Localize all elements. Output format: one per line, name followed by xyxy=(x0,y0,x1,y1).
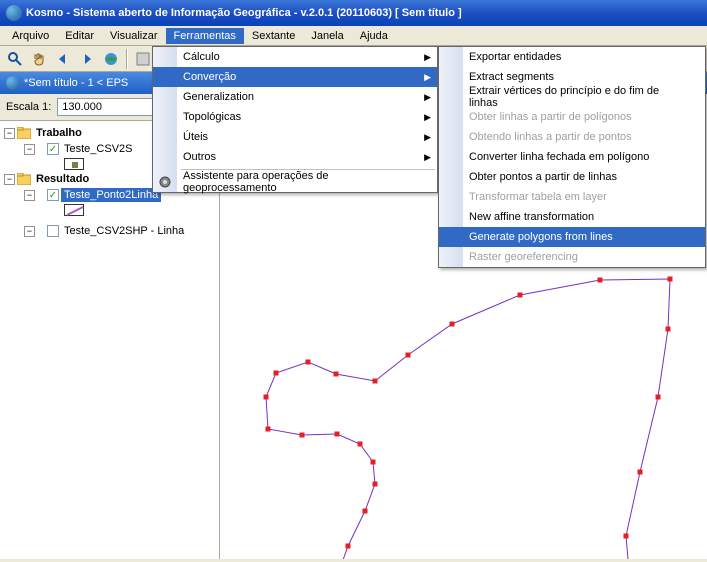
tree-label[interactable]: Teste_Ponto2Linha xyxy=(61,188,161,202)
submenu-item-converter-linha-fechada-em-pol-gono[interactable]: Converter linha fechada em polígono xyxy=(439,147,705,167)
tree-label[interactable]: Trabalho xyxy=(33,126,85,140)
checkbox[interactable]: ✓ xyxy=(47,143,59,155)
collapse-icon[interactable]: − xyxy=(24,144,35,155)
menu-arquivo[interactable]: Arquivo xyxy=(4,28,57,44)
tree-layer-csv2shp[interactable]: − Teste_CSV2SHP - Linha xyxy=(4,223,215,239)
menu-sextante[interactable]: Sextante xyxy=(244,28,303,44)
globe-icon xyxy=(6,76,20,90)
tree-legend-line xyxy=(4,203,215,217)
gear-icon xyxy=(157,174,173,190)
scale-label: Escala 1: xyxy=(6,101,51,113)
checkbox[interactable] xyxy=(47,225,59,237)
submenu-item-extrair-v-rtices-do-princ-pio-e-do-fim-de-linhas[interactable]: Extrair vértices do princípio e do fim d… xyxy=(439,87,705,107)
collapse-icon[interactable]: − xyxy=(4,174,15,185)
tool-arrow-left[interactable] xyxy=(52,48,74,70)
folder-icon xyxy=(17,127,31,139)
tool-magnifier[interactable] xyxy=(4,48,26,70)
menu-item-conver-o[interactable]: Converção▶ xyxy=(153,67,437,87)
menu-ajuda[interactable]: Ajuda xyxy=(352,28,396,44)
folder-icon xyxy=(17,173,31,185)
menu-item-geoprocessing-wizard[interactable]: Assistente para operações de geoprocessa… xyxy=(153,172,437,192)
tool-globe[interactable] xyxy=(100,48,122,70)
menu-janela[interactable]: Janela xyxy=(303,28,351,44)
menu-item--teis[interactable]: Úteis▶ xyxy=(153,127,437,147)
checkbox[interactable]: ✓ xyxy=(47,189,59,201)
submenu-item-obtendo-linhas-a-partir-de-pontos: Obtendo linhas a partir de pontos xyxy=(439,127,705,147)
collapse-icon[interactable]: − xyxy=(4,128,15,139)
tool-arrow-right[interactable] xyxy=(76,48,98,70)
sub-window-title: *Sem título - 1 < EPS xyxy=(24,77,128,89)
app-icon xyxy=(6,5,22,21)
menu-item-c-lculo[interactable]: Cálculo▶ xyxy=(153,47,437,67)
window-title: Kosmo - Sistema aberto de Informação Geo… xyxy=(26,7,701,19)
submenu-item-obter-pontos-a-partir-de-linhas[interactable]: Obter pontos a partir de linhas xyxy=(439,167,705,187)
tree-label[interactable]: Teste_CSV2SHP - Linha xyxy=(61,224,187,238)
menu-item-generalization[interactable]: Generalization▶ xyxy=(153,87,437,107)
submenu-item-new-affine-transformation[interactable]: New affine transformation xyxy=(439,207,705,227)
legend-swatch xyxy=(64,204,84,216)
collapse-icon[interactable]: − xyxy=(24,226,35,237)
menu-item-topol-gicas[interactable]: Topológicas▶ xyxy=(153,107,437,127)
legend-swatch xyxy=(64,158,84,170)
tree-label[interactable]: Teste_CSV2S xyxy=(61,142,135,156)
tool-hand[interactable] xyxy=(28,48,50,70)
menu-ferramentas[interactable]: Ferramentas xyxy=(166,28,244,44)
menu-convercao-submenu: Exportar entidadesExtract segmentsExtrai… xyxy=(438,46,706,268)
submenu-item-transformar-tabela-em-layer: Transformar tabela em layer xyxy=(439,187,705,207)
submenu-item-obter-linhas-a-partir-de-pol-gonos: Obter linhas a partir de polígonos xyxy=(439,107,705,127)
submenu-item-exportar-entidades[interactable]: Exportar entidades xyxy=(439,47,705,67)
submenu-item-generate-polygons-from-lines[interactable]: Generate polygons from lines xyxy=(439,227,705,247)
menu-item-outros[interactable]: Outros▶ xyxy=(153,147,437,167)
tool-target[interactable] xyxy=(132,48,154,70)
titlebar: Kosmo - Sistema aberto de Informação Geo… xyxy=(0,0,707,26)
collapse-icon[interactable]: − xyxy=(24,190,35,201)
submenu-item-raster-georeferencing: Raster georeferencing xyxy=(439,247,705,267)
menu-visualizar[interactable]: Visualizar xyxy=(102,28,166,44)
submenu-item-extract-segments[interactable]: Extract segments xyxy=(439,67,705,87)
menu-ferramentas-dropdown: Cálculo▶Converção▶Generalization▶Topológ… xyxy=(152,46,438,193)
menu-editar[interactable]: Editar xyxy=(57,28,102,44)
tree-label[interactable]: Resultado xyxy=(33,172,92,186)
menubar: ArquivoEditarVisualizarFerramentasSextan… xyxy=(0,26,707,46)
